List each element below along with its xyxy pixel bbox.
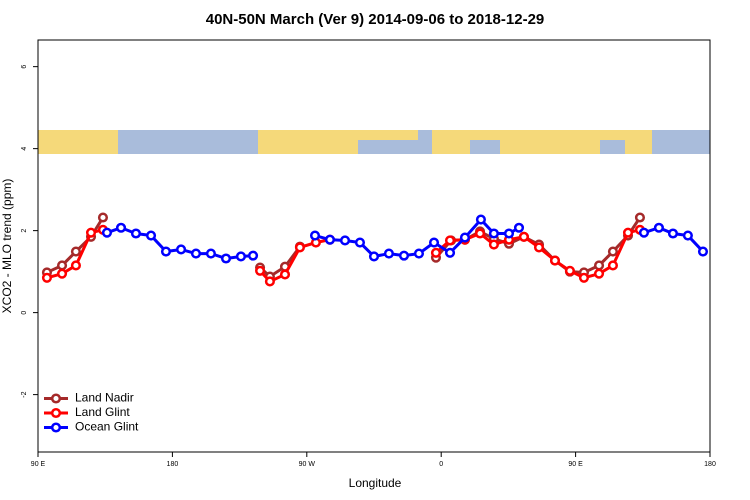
data-point bbox=[294, 242, 305, 253]
data-point bbox=[622, 227, 634, 238]
data-point bbox=[444, 247, 456, 258]
data-point bbox=[264, 276, 275, 287]
x-tick-label: 90 E bbox=[31, 461, 46, 468]
data-point bbox=[220, 253, 232, 264]
y-tick-label: 0 bbox=[21, 311, 28, 315]
data-point bbox=[190, 248, 202, 259]
data-point bbox=[70, 246, 81, 257]
data-point bbox=[518, 231, 529, 242]
x-tick-label: 0 bbox=[439, 461, 443, 468]
data-point bbox=[430, 247, 442, 258]
data-point bbox=[564, 265, 575, 276]
data-point bbox=[247, 250, 259, 261]
data-point bbox=[398, 250, 410, 261]
data-point bbox=[176, 244, 187, 255]
data-point bbox=[279, 269, 291, 280]
data-point bbox=[578, 272, 590, 283]
data-point bbox=[593, 260, 605, 271]
data-point bbox=[474, 228, 486, 239]
data-point bbox=[145, 230, 157, 241]
data-point bbox=[503, 228, 515, 239]
data-point bbox=[85, 227, 97, 238]
x-tick-label: 180 bbox=[704, 461, 716, 468]
x-tick-label: 90 E bbox=[568, 461, 583, 468]
data-point bbox=[533, 242, 545, 253]
data-point bbox=[653, 222, 664, 233]
data-point bbox=[205, 248, 216, 259]
legend-label: Land Glint bbox=[75, 405, 130, 419]
series bbox=[101, 214, 709, 264]
data-point bbox=[56, 260, 68, 271]
legend-marker bbox=[50, 393, 62, 404]
data-point bbox=[368, 251, 380, 262]
x-tick-label: 180 bbox=[167, 461, 179, 468]
data-point bbox=[428, 237, 440, 248]
data-point bbox=[309, 230, 321, 241]
data-point bbox=[41, 272, 53, 283]
data-point bbox=[339, 235, 351, 246]
data-point bbox=[101, 227, 113, 238]
x-tick-label: 90 W bbox=[299, 461, 316, 468]
data-point bbox=[130, 228, 142, 239]
plot-frame bbox=[37, 39, 711, 453]
data-point bbox=[56, 268, 68, 279]
legend-label: Ocean Glint bbox=[75, 420, 139, 434]
data-point bbox=[607, 260, 618, 271]
data-point bbox=[607, 246, 618, 257]
data-point bbox=[255, 265, 266, 276]
data-point bbox=[634, 212, 646, 223]
data-point bbox=[682, 230, 693, 241]
data-point bbox=[413, 248, 424, 259]
data-point bbox=[444, 235, 456, 246]
data-point bbox=[97, 212, 109, 223]
data-point bbox=[488, 228, 499, 239]
series-line bbox=[259, 245, 302, 279]
data-point bbox=[383, 248, 394, 259]
data-point bbox=[667, 228, 679, 239]
data-point bbox=[549, 255, 561, 266]
legend-label: Land Nadir bbox=[75, 391, 134, 405]
data-point bbox=[513, 222, 525, 233]
map-strip bbox=[38, 130, 710, 154]
data-point bbox=[697, 246, 709, 257]
data-point bbox=[160, 246, 172, 257]
x-axis-label: Longitude bbox=[349, 476, 402, 490]
data-point bbox=[70, 260, 81, 271]
data-point bbox=[354, 237, 366, 248]
data-point bbox=[593, 268, 605, 279]
data-point bbox=[475, 214, 486, 225]
data-point bbox=[235, 251, 246, 262]
data-point bbox=[488, 239, 499, 250]
y-tick-label: -2 bbox=[21, 391, 28, 397]
legend-marker bbox=[50, 422, 62, 433]
chart-title: 40N-50N March (Ver 9) 2014-09-06 to 2018… bbox=[206, 11, 545, 28]
y-tick-label: 6 bbox=[21, 65, 28, 69]
data-point bbox=[324, 234, 335, 245]
data-point bbox=[115, 222, 127, 233]
y-axis-label: XCO2 - MLO trend (ppm) bbox=[0, 179, 14, 314]
y-tick-label: 4 bbox=[21, 147, 28, 151]
data-point bbox=[459, 232, 470, 243]
y-tick-label: 2 bbox=[21, 229, 28, 233]
data-point bbox=[638, 227, 650, 238]
legend-marker bbox=[50, 407, 62, 419]
